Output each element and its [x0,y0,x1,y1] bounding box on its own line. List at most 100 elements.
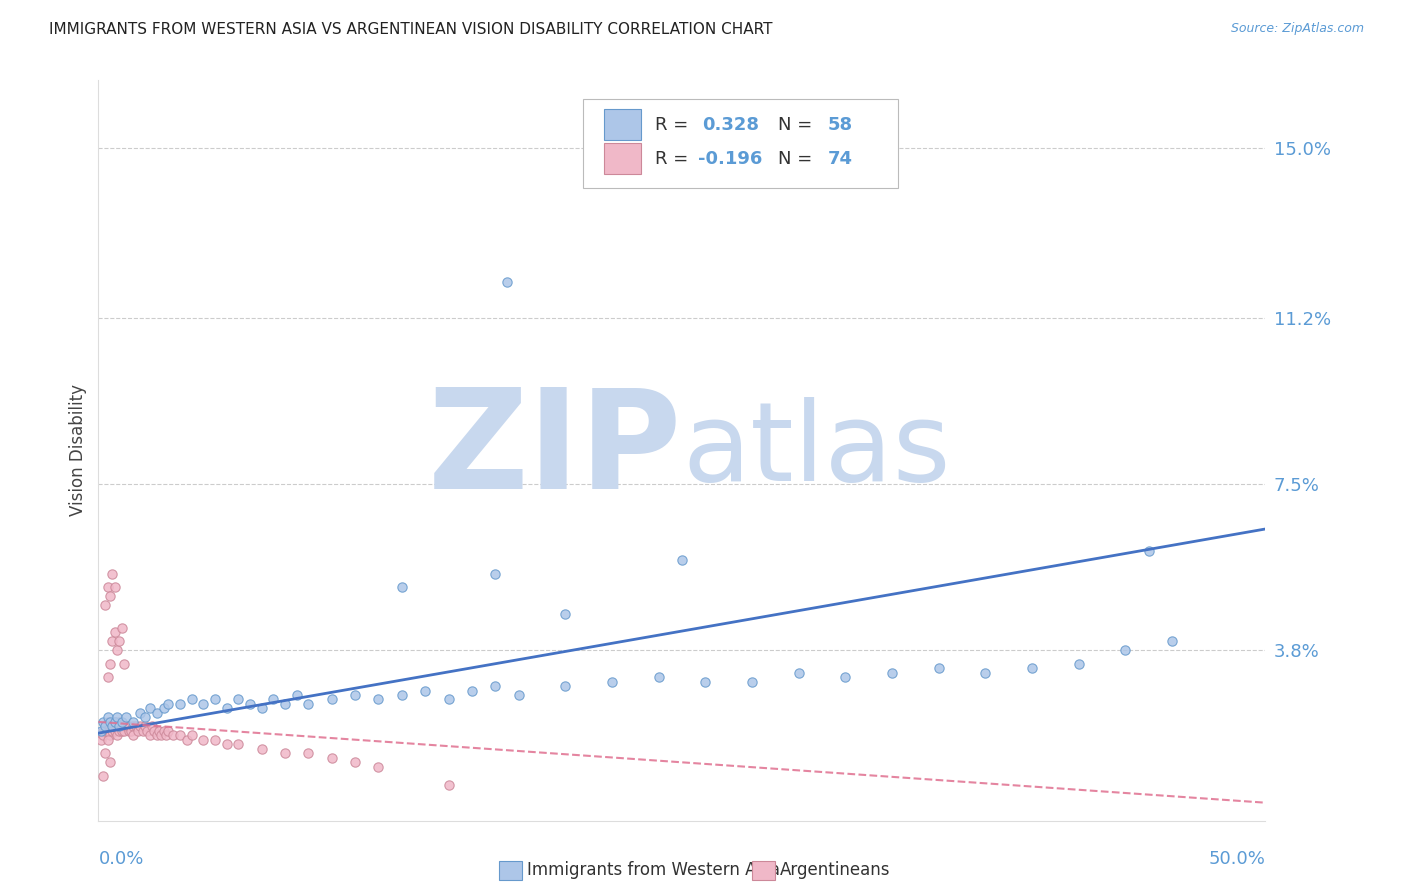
Point [105,710,128,724]
Point [91,714,114,729]
Point [94,599,117,613]
Text: Source: ZipAtlas.com: Source: ZipAtlas.com [1230,22,1364,36]
Point [285,688,308,702]
Point [274,697,297,711]
Point [115,710,138,724]
Text: -0.196: -0.196 [699,150,762,168]
Point [104,714,127,729]
Point [344,688,367,702]
Text: 58: 58 [828,116,853,134]
Text: R =: R = [655,150,695,168]
Text: 74: 74 [828,150,853,168]
Point [321,692,343,706]
Point [98,728,121,742]
Point [91,769,114,783]
Text: atlas: atlas [682,397,950,504]
Point [97,714,120,729]
Bar [603,109,641,140]
Point [880,665,903,680]
Point [101,719,124,733]
Point [108,723,131,738]
Point [152,723,174,738]
Point [146,728,169,742]
Point [139,701,162,715]
Point [94,719,117,733]
Point [695,674,717,689]
Point [97,732,120,747]
Point [391,688,413,702]
Point [1021,661,1043,675]
Point [297,697,319,711]
Point [104,580,127,594]
Point [787,665,810,680]
Point [122,714,145,729]
Text: 0.328: 0.328 [702,116,759,134]
Point [94,719,117,733]
Point [108,714,131,729]
Point [101,723,124,738]
Point [139,728,162,742]
Point [143,723,166,738]
Point [193,697,215,711]
Point [484,566,506,581]
Point [136,723,159,738]
Point [834,670,856,684]
Point [1067,657,1090,671]
Point [129,706,152,720]
Point [239,697,262,711]
Point [105,728,128,742]
Point [274,747,297,761]
Point [1114,643,1136,657]
Point [297,747,319,761]
Point [97,580,120,594]
Point [671,553,693,567]
Text: ZIP: ZIP [427,383,682,518]
Point [250,701,273,715]
Point [112,723,135,738]
Point [105,643,128,657]
Point [437,778,460,792]
Point [169,728,191,742]
Point [215,737,238,751]
Point [132,723,155,738]
Point [94,723,117,738]
Point [554,607,576,622]
Point [1161,634,1184,648]
Point [134,719,156,733]
Point [148,723,170,738]
Point [97,723,120,738]
Point [437,692,460,706]
Text: Immigrants from Western Asia: Immigrants from Western Asia [527,861,780,879]
Point [647,670,669,684]
Point [104,625,127,640]
Point [97,670,120,684]
Point [250,742,273,756]
Point [98,657,121,671]
Point [97,710,120,724]
Text: R =: R = [655,116,695,134]
Point [367,692,389,706]
Text: 50.0%: 50.0% [1209,850,1265,868]
Point [90,732,112,747]
Point [94,747,117,761]
Point [91,728,114,742]
Point [118,719,141,733]
Bar [603,144,641,174]
Point [104,723,127,738]
Point [115,719,138,733]
Point [928,661,950,675]
Point [101,566,124,581]
Point [391,580,413,594]
Text: N =: N = [778,116,818,134]
Point [321,751,343,765]
FancyBboxPatch shape [582,99,898,187]
Point [101,634,124,648]
Point [461,683,484,698]
Point [127,723,149,738]
Point [98,756,121,770]
Point [104,714,127,729]
Point [554,679,576,693]
Point [125,719,148,733]
Point [150,728,173,742]
Text: N =: N = [778,150,818,168]
